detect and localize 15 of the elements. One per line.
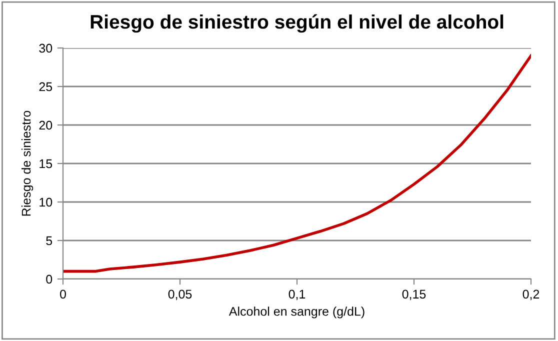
- x-tick-label: 0: [60, 290, 66, 299]
- y-axis-title: Riesgo de siniestro: [21, 110, 34, 216]
- y-tick-label: 20: [39, 120, 52, 130]
- y-tick-label: 30: [39, 44, 52, 53]
- y-tick-label: 25: [39, 82, 52, 92]
- x-tick-label: 0,15: [402, 290, 426, 300]
- y-tick-label: 0: [46, 274, 52, 284]
- x-tick-label: 0,05: [168, 290, 192, 300]
- y-tick-label: 15: [40, 159, 52, 168]
- x-axis-title: Alcohol en sangre (g/dL): [228, 306, 364, 318]
- y-tick-label: 5: [46, 236, 52, 246]
- y-tick-label: 10: [40, 198, 52, 207]
- x-tick-label: 0,2: [522, 290, 540, 300]
- x-tick-label: 0,1: [288, 290, 306, 300]
- chart-title: Riesgo de siniestro según el nivel de alcohol: [90, 14, 504, 33]
